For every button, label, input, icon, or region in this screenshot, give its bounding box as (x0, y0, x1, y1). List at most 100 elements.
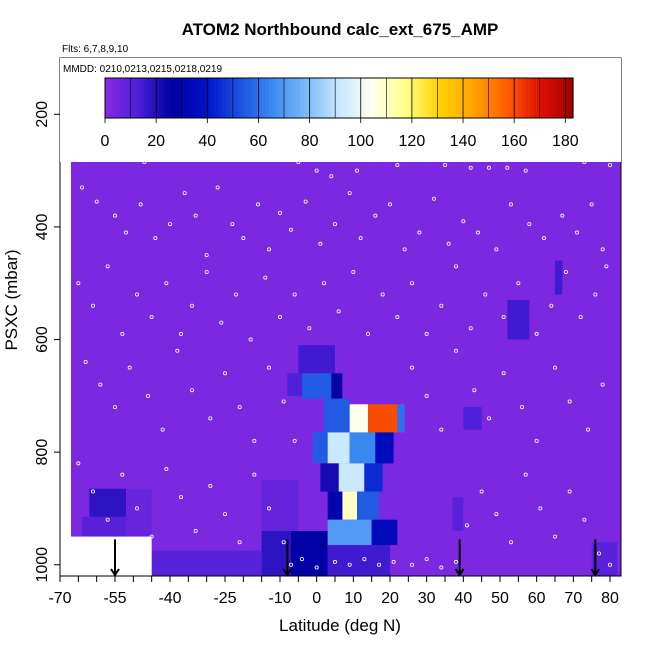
sample-point (189, 303, 194, 308)
sample-point (193, 528, 198, 533)
colorbar-tick-label: 100 (347, 133, 374, 150)
sample-point (138, 202, 143, 207)
sample-point (373, 213, 378, 218)
colorbar-swatch (459, 78, 465, 118)
sample-point (409, 562, 414, 567)
sample-point (120, 331, 125, 336)
sample-point (453, 264, 458, 269)
sample-point (431, 196, 436, 201)
colorbar-swatch (342, 78, 348, 118)
sample-point (145, 393, 150, 398)
sample-point (486, 165, 491, 170)
colorbar-tick-label: 40 (198, 133, 216, 150)
colorbar-tick-label: 180 (552, 133, 579, 150)
colorbar-swatch (518, 78, 523, 118)
sample-point (91, 489, 96, 494)
sample-point (237, 540, 242, 545)
sample-point (182, 191, 187, 196)
colorbar-swatch (502, 78, 508, 118)
colorbar-tick-label: 60 (250, 133, 268, 150)
sample-point (362, 557, 367, 562)
colorbar-swatch (300, 78, 305, 118)
sample-point (266, 247, 271, 252)
sample-point (439, 303, 444, 308)
sample-point (105, 264, 110, 269)
colorbar-swatch (557, 78, 562, 118)
sample-point (307, 326, 312, 331)
sample-point (461, 219, 466, 224)
sample-point (332, 222, 337, 227)
heatmap-cell (452, 497, 464, 531)
sample-point (189, 388, 194, 393)
colorbar-swatch (319, 78, 324, 118)
colorbar-swatch (397, 78, 402, 118)
sample-point (564, 269, 569, 274)
colorbar-swatch (175, 78, 180, 118)
colorbar-swatch (545, 78, 551, 118)
colorbar-swatch (561, 78, 566, 118)
colorbar-swatch (315, 78, 321, 118)
sample-point (164, 467, 169, 472)
colorbar-tick-label: 80 (301, 133, 319, 150)
heatmap-cell (151, 550, 262, 576)
heatmap-cell (349, 432, 376, 464)
colorbar-legend: MMDD: 0210,0213,0215,0218,0219 0 20 40 60 80… (60, 58, 621, 162)
sample-point (303, 199, 308, 204)
sample-point (263, 275, 268, 280)
sample-point (391, 559, 396, 564)
sample-point (164, 281, 169, 286)
sample-point (439, 565, 444, 570)
sample-point (395, 162, 400, 167)
sample-point (332, 559, 337, 564)
colorbar-swatch (140, 78, 145, 118)
sample-point (578, 314, 583, 319)
sample-point (204, 269, 209, 274)
x-tick-label: -55 (103, 590, 126, 607)
sample-point (321, 281, 326, 286)
colorbar-swatch (159, 78, 165, 118)
heatmap-cell (327, 519, 372, 546)
colorbar-swatch (522, 78, 527, 118)
sample-point (549, 303, 554, 308)
sample-point (76, 461, 81, 466)
y-tick-label: 800 (34, 439, 51, 466)
colorbar-swatch (194, 78, 200, 118)
sample-point (160, 427, 165, 432)
colorbar-swatch (171, 78, 176, 118)
colorbar-swatch (467, 78, 473, 118)
colorbar-swatch (276, 78, 282, 118)
colorbar-swatch (179, 78, 184, 118)
sample-point (567, 489, 572, 494)
sample-point (208, 483, 213, 488)
sample-point (76, 281, 81, 286)
heatmap-cell (126, 488, 152, 537)
sample-point (501, 371, 506, 376)
colorbar-swatch (534, 78, 539, 118)
colorbar-swatch (144, 78, 149, 118)
sample-point (446, 241, 451, 246)
sample-point (222, 512, 227, 517)
colorbar-swatch (218, 78, 223, 118)
colorbar-swatch (405, 78, 410, 118)
sample-point (248, 337, 253, 342)
colorbar-swatch (151, 78, 157, 118)
heatmap-cell (261, 530, 291, 576)
x-tick-label: 30 (418, 590, 436, 607)
sample-point (149, 314, 154, 319)
sample-point (582, 517, 587, 522)
sample-point (494, 512, 499, 517)
sample-point (523, 168, 528, 173)
sample-point (505, 165, 510, 170)
colorbar-swatch (155, 78, 161, 118)
sample-point (508, 202, 513, 207)
colorbar-swatch (280, 78, 285, 118)
sample-point (409, 365, 414, 370)
sample-point (464, 523, 469, 528)
sample-point (472, 388, 477, 393)
heatmap-cell (82, 516, 126, 537)
x-tick-label: 10 (344, 590, 362, 607)
heatmap-cell (371, 519, 398, 546)
sample-point (98, 382, 103, 387)
dates-note: MMDD: 0210,0213,0215,0218,0219 (63, 64, 222, 75)
colorbar-swatch (436, 78, 441, 118)
